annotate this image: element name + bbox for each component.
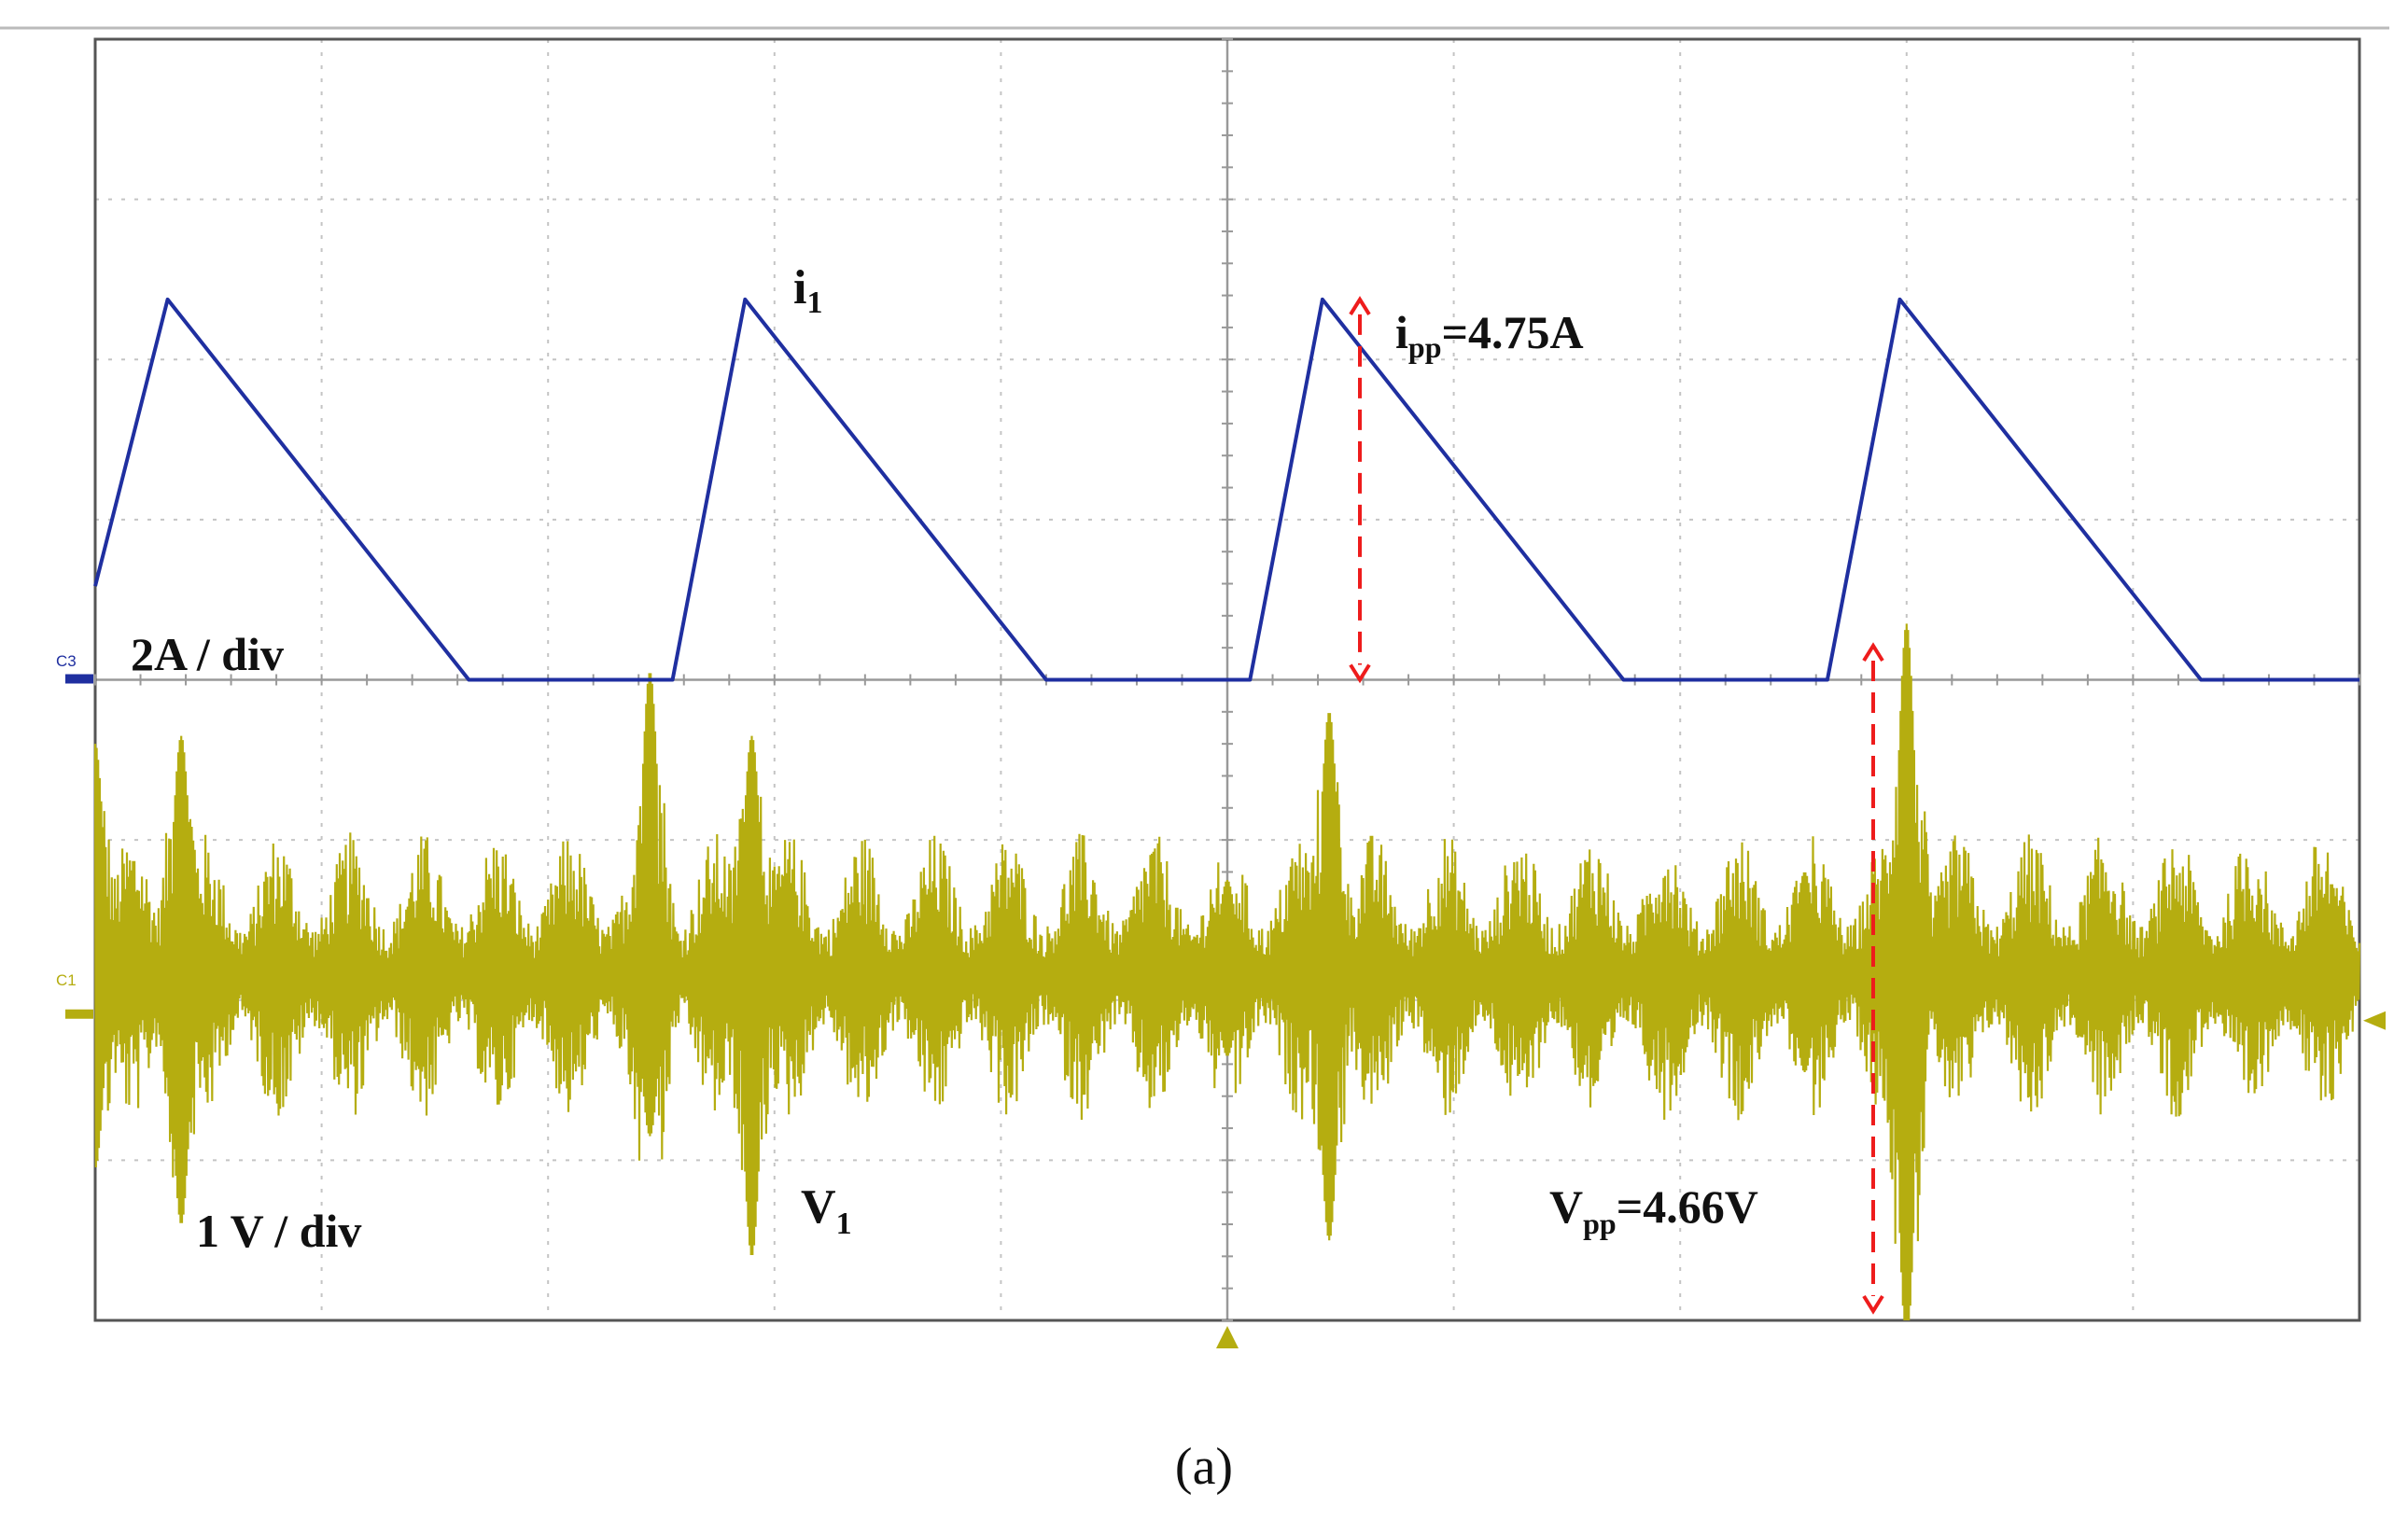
current-peak-annotation: ipp=4.75A: [1395, 306, 1584, 364]
waveform-traces: [93, 297, 2361, 1321]
current-trace-label: i1: [793, 261, 822, 320]
voltage-peak-annotation: Vpp=4.66V: [1549, 1180, 1758, 1240]
current-trace-i1: [93, 297, 2359, 682]
voltage-trace-v1: [93, 623, 2361, 1321]
voltage-pp-arrow-head-bottom: [1862, 1294, 1884, 1315]
voltage-pp-arrow-head-top: [1862, 642, 1884, 663]
voltage-scale-label: 1 V / div: [196, 1205, 361, 1257]
channel-c3-label: C3: [56, 652, 77, 670]
trigger-level-marker: [2363, 1011, 2386, 1030]
channel-c1-marker: [65, 1009, 93, 1019]
current-pp-arrow-head-top: [1349, 296, 1371, 315]
trigger-marker: [1216, 1326, 1239, 1348]
channel-c3-marker: [65, 674, 93, 684]
scope-grid: [65, 37, 2386, 1348]
figure-caption: (a): [1175, 1438, 1233, 1496]
current-pp-arrow-head-bottom: [1349, 663, 1371, 684]
voltage-trace-label: V1: [801, 1180, 852, 1241]
channel-c1-label: C1: [56, 971, 77, 989]
current-scale-label: 2A / div: [131, 628, 284, 680]
arrow-markers: [1349, 296, 1884, 1315]
